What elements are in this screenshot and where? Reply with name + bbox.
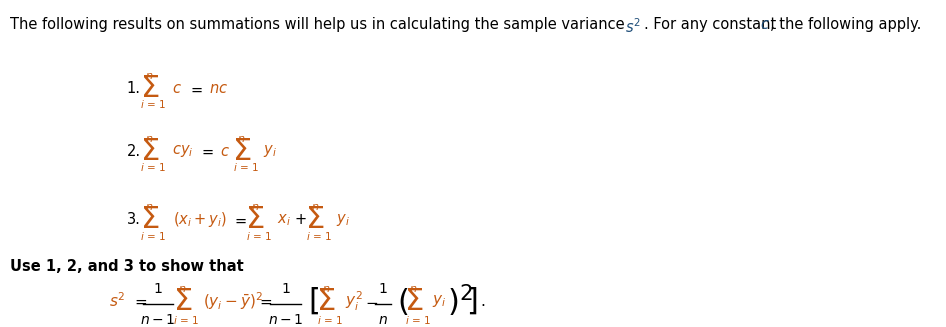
Text: $=$: $=$: [187, 81, 203, 96]
Text: $y_i^2$: $y_i^2$: [345, 289, 363, 313]
Text: $1$: $1$: [153, 282, 163, 296]
Text: $s^2$: $s^2$: [109, 292, 125, 310]
Text: $\Sigma$: $\Sigma$: [232, 137, 252, 166]
Text: $n$: $n$: [378, 313, 388, 327]
Text: $n$: $n$: [145, 202, 153, 213]
Text: $\Sigma$: $\Sigma$: [404, 286, 423, 316]
Text: $\Sigma$: $\Sigma$: [139, 137, 159, 166]
Text: $i\,=\,1$: $i\,=\,1$: [172, 314, 200, 326]
Text: $(y_i - \bar{y})^2$: $(y_i - \bar{y})^2$: [203, 290, 263, 312]
Text: 2.: 2.: [127, 144, 141, 159]
Text: $\left.\right]$: $\left.\right]$: [466, 286, 478, 317]
Text: $i\,=\,1$: $i\,=\,1$: [140, 230, 166, 242]
Text: $=$: $=$: [132, 294, 149, 309]
Text: $\Sigma$: $\Sigma$: [173, 286, 192, 316]
Text: $n$: $n$: [145, 134, 153, 144]
Text: $\Sigma$: $\Sigma$: [316, 286, 336, 316]
Text: $y_i$: $y_i$: [337, 212, 350, 228]
Text: $n$: $n$: [145, 71, 153, 81]
Text: $i\,=\,1$: $i\,=\,1$: [246, 230, 272, 242]
Text: , the following apply.: , the following apply.: [770, 17, 921, 32]
Text: 3.: 3.: [127, 213, 141, 227]
Text: $=$: $=$: [256, 294, 272, 309]
Text: $n$: $n$: [251, 202, 259, 213]
Text: $1$: $1$: [281, 282, 290, 296]
Text: $i\,=\,1$: $i\,=\,1$: [140, 98, 166, 111]
Text: $\left.\right)^2$: $\left.\right)^2$: [447, 283, 472, 319]
Text: $-$: $-$: [365, 294, 378, 309]
Text: . For any constant: . For any constant: [644, 17, 780, 32]
Text: $n - 1$: $n - 1$: [268, 313, 303, 327]
Text: $c$: $c$: [171, 81, 182, 96]
Text: $i\,=\,1$: $i\,=\,1$: [306, 230, 333, 242]
Text: $s^2$: $s^2$: [625, 17, 640, 36]
Text: $x_i$: $x_i$: [277, 212, 291, 228]
Text: $=$: $=$: [232, 213, 247, 227]
Text: $1$: $1$: [378, 282, 388, 296]
Text: $i\,=\,1$: $i\,=\,1$: [405, 314, 431, 326]
Text: $y_i$: $y_i$: [263, 143, 277, 159]
Text: $\left[\right.$: $\left[\right.$: [307, 286, 319, 317]
Text: $\Sigma$: $\Sigma$: [139, 74, 159, 103]
Text: The following results on summations will help us in calculating the sample varia: The following results on summations will…: [10, 17, 630, 32]
Text: $y_i$: $y_i$: [432, 293, 447, 309]
Text: $=$: $=$: [200, 144, 215, 159]
Text: $\Sigma$: $\Sigma$: [306, 205, 324, 234]
Text: $\Sigma$: $\Sigma$: [139, 205, 159, 234]
Text: 1.: 1.: [127, 81, 141, 96]
Text: Use 1, 2, and 3 to show that: Use 1, 2, and 3 to show that: [10, 259, 244, 274]
Text: $i\,=\,1$: $i\,=\,1$: [317, 314, 343, 326]
Text: $+$: $+$: [294, 213, 307, 227]
Text: $c$: $c$: [220, 144, 230, 159]
Text: $(x_i + y_i)$: $(x_i + y_i)$: [172, 210, 226, 230]
Text: $n$: $n$: [322, 284, 330, 294]
Text: $c$: $c$: [761, 17, 770, 32]
Text: $n$: $n$: [311, 202, 319, 213]
Text: $i\,=\,1$: $i\,=\,1$: [233, 161, 259, 173]
Text: .: .: [481, 294, 485, 309]
Text: $cy_i$: $cy_i$: [171, 143, 193, 159]
Text: $n$: $n$: [410, 284, 418, 294]
Text: $\Sigma$: $\Sigma$: [245, 205, 265, 234]
Text: $n - 1$: $n - 1$: [140, 313, 176, 327]
Text: $i\,=\,1$: $i\,=\,1$: [140, 161, 166, 173]
Text: $\left(\right.$: $\left(\right.$: [397, 285, 409, 317]
Text: $n$: $n$: [237, 134, 246, 144]
Text: $n$: $n$: [178, 284, 186, 294]
Text: $nc$: $nc$: [209, 81, 228, 96]
